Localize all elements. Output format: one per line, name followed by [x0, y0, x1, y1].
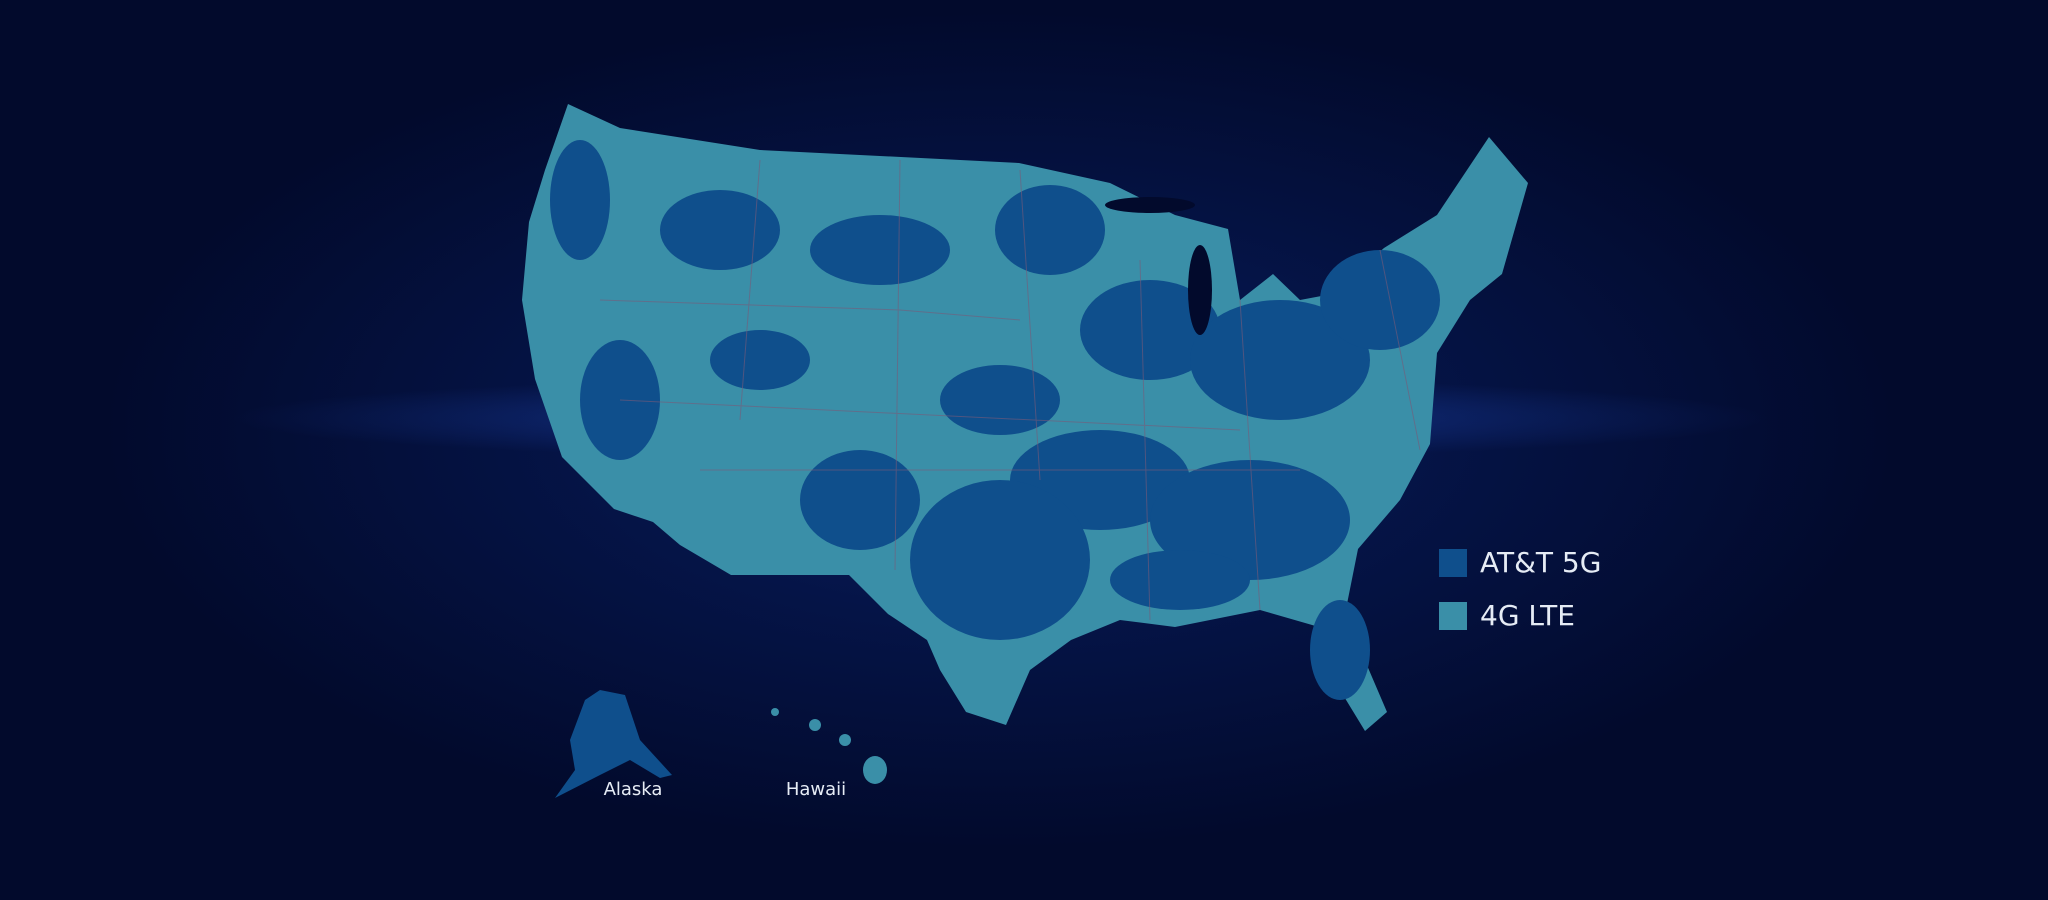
hawaii-inset — [771, 708, 887, 784]
legend-swatch — [1439, 549, 1467, 577]
lakes — [1105, 197, 1212, 335]
legend: AT&T 5G 4G LTE — [1439, 546, 1601, 632]
inset-label: Alaska — [604, 779, 663, 800]
hawaii-island — [839, 734, 851, 746]
hawaii-island — [809, 719, 821, 731]
continental-us — [522, 104, 1528, 731]
inset-label: Hawaii — [786, 779, 846, 800]
alaska-land — [555, 690, 672, 798]
legend-label: AT&T 5G — [1480, 546, 1601, 579]
state-borders — [599, 159, 1421, 621]
legend-swatch — [1439, 602, 1467, 630]
alaska-inset — [555, 690, 672, 798]
legend-label: 4G LTE — [1480, 599, 1575, 632]
hawaii-island — [771, 708, 779, 716]
hawaii-island — [863, 756, 887, 784]
